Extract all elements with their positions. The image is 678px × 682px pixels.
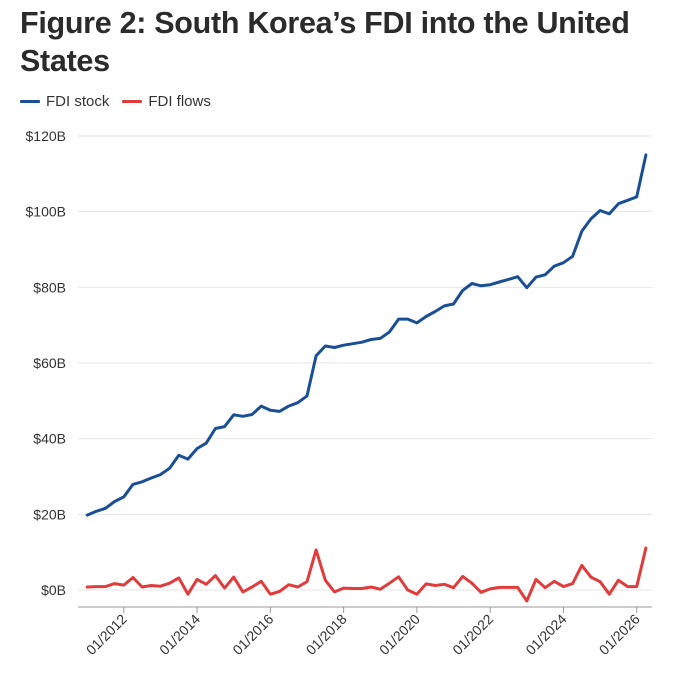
y-tick-label-2: $40B bbox=[33, 431, 66, 447]
y-tick-label-6: $120B bbox=[26, 128, 66, 144]
chart-title: Figure 2: South Korea’s FDI into the Uni… bbox=[20, 6, 630, 78]
x-tick-label-6: 01/2024 bbox=[522, 611, 569, 658]
x-tick-label-0: 01/2012 bbox=[83, 611, 130, 658]
y-tick-label-5: $100B bbox=[26, 204, 66, 220]
x-tick-label-5: 01/2022 bbox=[449, 611, 496, 658]
fdi-flows-line bbox=[85, 546, 648, 603]
legend-swatch-stock bbox=[20, 100, 40, 103]
x-tick-label-3: 01/2018 bbox=[303, 611, 350, 658]
y-tick-label-1: $20B bbox=[33, 506, 66, 522]
x-tick-label-1: 01/2014 bbox=[156, 611, 203, 658]
y-tick-label-4: $80B bbox=[33, 279, 66, 295]
y-tick-label-0: $0B bbox=[41, 582, 66, 598]
x-tick-label-4: 01/2020 bbox=[376, 611, 423, 658]
legend-swatch-flows bbox=[122, 100, 143, 103]
x-tick-label-7: 01/2026 bbox=[596, 611, 643, 658]
legend: FDI stock FDI flows bbox=[20, 93, 224, 110]
legend-item-stock: FDI stock bbox=[20, 93, 109, 110]
y-tick-label-3: $60B bbox=[33, 355, 66, 371]
x-tick-label-2: 01/2016 bbox=[229, 611, 276, 658]
legend-label-flows: FDI flows bbox=[148, 93, 211, 110]
fdi-stock-line bbox=[85, 153, 648, 517]
legend-item-flows: FDI flows bbox=[122, 93, 211, 110]
legend-label-stock: FDI stock bbox=[46, 93, 110, 110]
